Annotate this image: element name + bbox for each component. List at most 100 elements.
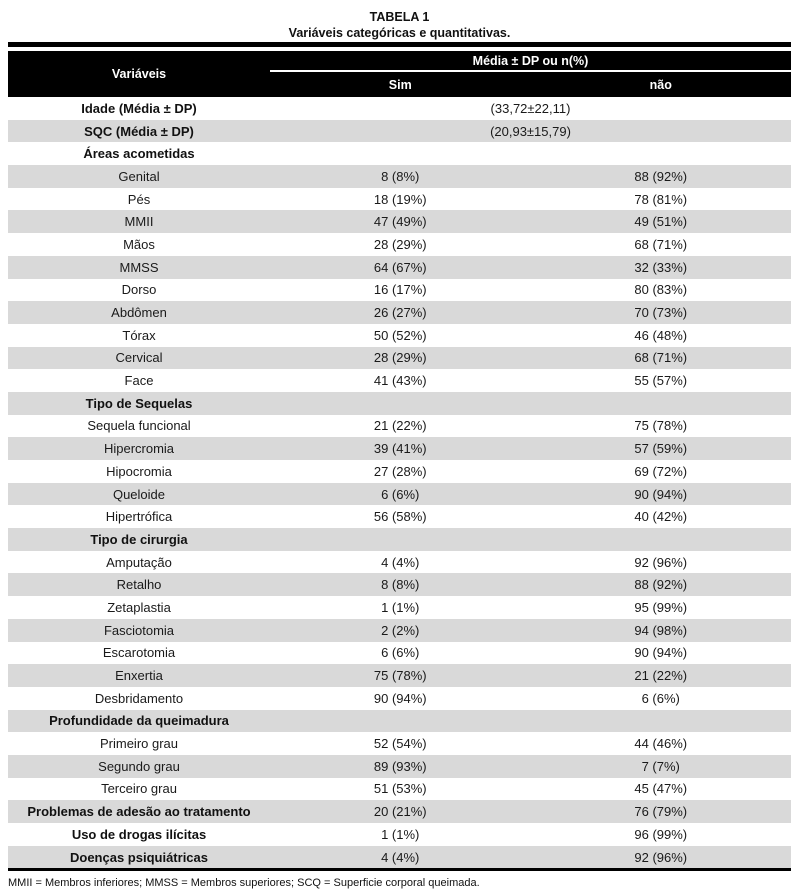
- table-row: Cervical 28 (29%) 68 (71%): [8, 346, 791, 370]
- row-label: Segundo grau: [98, 758, 180, 774]
- nao-value: 46 (48%): [634, 327, 688, 343]
- row-label: Pés: [127, 191, 151, 207]
- row-label: Terceiro grau: [101, 781, 177, 797]
- table-row: Tórax 50 (52%) 46 (48%): [8, 324, 791, 347]
- row-label: Cervical: [115, 350, 163, 366]
- table-row: Doenças psiquiátricas 4 (4%) 92 (96%): [8, 845, 791, 869]
- header-media-dp: Média ± DP ou n(%): [270, 51, 791, 72]
- table-title: Variáveis categóricas e quantitativas.: [288, 26, 511, 40]
- nao-value: 75 (78%): [634, 418, 688, 434]
- bottom-rule: [8, 868, 791, 872]
- header-subrow: Sim não: [270, 72, 791, 97]
- row-label: Mãos: [123, 236, 155, 252]
- row-label: Sequela funcional: [87, 418, 191, 434]
- row-label: Abdômen: [111, 305, 167, 321]
- sim-value: 8 (8%): [381, 577, 420, 593]
- table-row: Enxertia 75 (78%) 21 (22%): [8, 664, 791, 687]
- nao-value: 92 (96%): [634, 849, 688, 865]
- nao-value: 95 (99%): [634, 599, 688, 615]
- nao-value: 92 (96%): [634, 554, 688, 570]
- table-row: Abdômen 26 (27%) 70 (73%): [8, 301, 791, 324]
- sim-value: 20 (21%): [373, 804, 427, 820]
- table-row: SQC (Média ± DP) (20,93±15,79): [8, 119, 791, 143]
- table-row: Fasciotomia 2 (2%) 94 (98%): [8, 618, 791, 642]
- nao-value: 68 (71%): [634, 236, 688, 252]
- table-row: Problemas de adesão ao tratamento 20 (21%…: [8, 800, 791, 823]
- row-label: SQC (Média ± DP): [84, 123, 194, 139]
- row-label: Genital: [118, 168, 160, 184]
- header-nao: não: [649, 77, 672, 92]
- row-label: Uso de drogas ilícitas: [71, 826, 207, 842]
- table-row: Dorso 16 (17%) 80 (83%): [8, 279, 791, 302]
- section-row: Áreas acometidas: [8, 142, 791, 165]
- row-label: Tórax: [122, 327, 156, 343]
- sim-value: 4 (4%): [381, 849, 420, 865]
- row-label: Idade (Média ± DP): [81, 100, 197, 116]
- row-label: Desbridamento: [94, 690, 184, 706]
- row-label: Amputação: [106, 554, 172, 570]
- nao-value: 44 (46%): [634, 736, 688, 752]
- sim-value: 41 (43%): [373, 373, 427, 389]
- table-row: Sequela funcional 21 (22%) 75 (78%): [8, 415, 791, 438]
- footnote: MMII = Membros inferiores; MMSS = Membro…: [8, 877, 480, 890]
- section-row: Tipo de Sequelas: [8, 391, 791, 415]
- table-row: Primeiro grau 52 (54%) 44 (46%): [8, 732, 791, 755]
- row-label: Tipo de Sequelas: [85, 395, 193, 411]
- sim-value: 16 (17%): [373, 282, 427, 298]
- sim-value: 89 (93%): [373, 758, 427, 774]
- nao-value: 68 (71%): [634, 350, 688, 366]
- row-label: Face: [124, 373, 154, 389]
- span-value: (33,72±22,11): [490, 100, 571, 116]
- table-header: Variáveis Média ± DP ou n(%) Sim não: [8, 51, 791, 97]
- nao-value: 32 (33%): [634, 259, 688, 275]
- sim-value: 28 (29%): [373, 236, 427, 252]
- table-row: Queloide 6 (6%) 90 (94%): [8, 482, 791, 506]
- table-row: Terceiro grau 51 (53%) 45 (47%): [8, 778, 791, 801]
- sim-value: 47 (49%): [373, 214, 427, 230]
- table-body: Idade (Média ± DP) (33,72±22,11) SQC (Médi…: [8, 97, 791, 869]
- sim-value: 8 (8%): [381, 168, 420, 184]
- data-table: Variáveis Média ± DP ou n(%) Sim não Ida…: [8, 42, 791, 872]
- row-label: MMII: [124, 214, 154, 230]
- sim-value: 51 (53%): [373, 781, 427, 797]
- sim-value: 39 (41%): [373, 441, 427, 457]
- row-label: Fasciotomia: [103, 622, 175, 638]
- row-label: Primeiro grau: [99, 736, 179, 752]
- nao-value: 90 (94%): [634, 645, 688, 661]
- table-row: Retalho 8 (8%) 88 (92%): [8, 573, 791, 597]
- row-label: Hipertrófica: [105, 509, 173, 525]
- row-label: Hipocromia: [106, 463, 172, 479]
- sim-value: 6 (6%): [381, 645, 420, 661]
- nao-value: 57 (59%): [634, 441, 688, 457]
- table-row: MMSS 64 (67%) 32 (33%): [8, 255, 791, 279]
- table-row: Uso de drogas ilícitas 1 (1%) 96 (99%): [8, 823, 791, 846]
- nao-value: 69 (72%): [634, 463, 688, 479]
- header-variables: Variáveis: [111, 67, 167, 81]
- nao-value: 90 (94%): [634, 486, 688, 502]
- sim-value: 2 (2%): [381, 622, 420, 638]
- nao-value: 55 (57%): [634, 373, 688, 389]
- row-label: Escarotomia: [102, 645, 176, 661]
- nao-value: 7 (7%): [641, 758, 680, 774]
- row-label: Doenças psiquiátricas: [70, 849, 208, 865]
- row-label: Retalho: [116, 577, 162, 593]
- table-row: Hipercromia 39 (41%) 57 (59%): [8, 437, 791, 460]
- nao-value: 21 (22%): [634, 668, 688, 684]
- sim-value: 90 (94%): [373, 690, 427, 706]
- nao-value: 78 (81%): [634, 191, 688, 207]
- sim-value: 27 (28%): [373, 463, 427, 479]
- table-number: TABELA 1: [369, 10, 430, 24]
- row-label: Enxertia: [115, 668, 163, 684]
- table-row: Face 41 (43%) 55 (57%): [8, 369, 791, 392]
- sim-value: 28 (29%): [373, 350, 427, 366]
- header-group-wrap: Média ± DP ou n(%) Sim não: [270, 51, 791, 97]
- nao-value: 88 (92%): [634, 577, 688, 593]
- table-row: Hipocromia 27 (28%) 69 (72%): [8, 460, 791, 483]
- sim-value: 6 (6%): [381, 486, 420, 502]
- table-row: Idade (Média ± DP) (33,72±22,11): [8, 97, 791, 120]
- table-row: Hipertrófica 56 (58%) 40 (42%): [8, 505, 791, 528]
- header-sim: Sim: [388, 77, 412, 92]
- section-row: Tipo de cirurgia: [8, 528, 791, 551]
- row-label: Áreas acometidas: [83, 146, 195, 162]
- sim-value: 50 (52%): [373, 327, 427, 343]
